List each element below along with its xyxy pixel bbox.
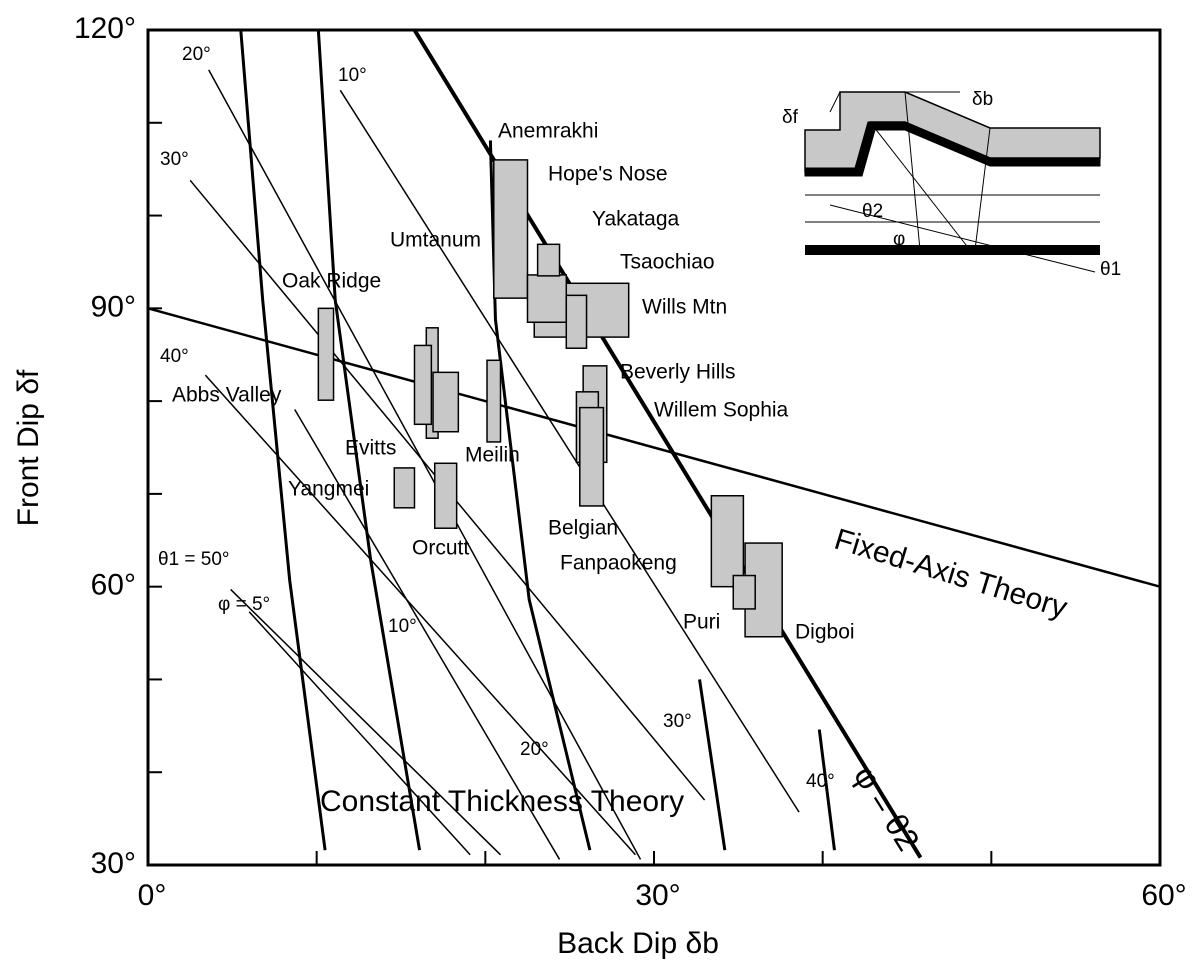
site-label: Evitts [345,437,396,460]
site-label: Tsaochiao [620,251,715,274]
box [413,344,433,426]
site-label: Yangmei [288,478,369,501]
inset-label: θ1 [1100,259,1121,280]
box [486,359,502,443]
y-tick-label: 30° [91,847,136,880]
box [732,574,756,610]
box [526,274,568,323]
y-tick-label: 120° [74,12,136,45]
theta-line [248,611,471,856]
contour-label: 30° [663,711,692,732]
phi-curve [817,729,836,851]
box [317,307,335,401]
phi-curve [239,29,327,851]
site-label: Digboi [795,621,855,644]
box [565,294,588,349]
theory-line [147,307,1161,588]
y-tick-label: 90° [91,290,136,323]
site-label: Hope's Nose [548,163,668,186]
site-label: Beverly Hills [620,361,736,384]
site-label: Fanpaokeng [560,552,677,575]
site-label: Willem Sophia [654,399,789,422]
inset-label: δf [782,107,799,128]
theory-label: φ = θ2 [847,759,927,857]
theta-line [230,588,502,856]
x-tick-label: 30° [635,879,680,912]
contour-label: 40° [160,346,189,367]
theta-line [339,89,800,813]
contour-label: 30° [160,149,189,170]
contour-label: φ = 5° [218,594,270,615]
site-label: Meilin [465,444,520,467]
inset-label: φ [893,229,905,250]
inset-label: δb [972,89,993,110]
theta-line [208,69,642,860]
box [493,159,529,299]
x-tick-label: 60° [1141,879,1186,912]
theory-label: Constant Thickness Theory [320,785,684,818]
y-tick-label: 60° [91,569,136,602]
site-label: Puri [683,611,720,634]
site-label: Yakataga [592,208,679,231]
box [579,406,605,507]
inset-label: θ2 [862,201,883,222]
contour-label: 20° [182,44,211,65]
contour-label: 10° [388,616,417,637]
x-tick-label: 0° [138,879,167,912]
site-label: Wills Mtn [642,296,727,319]
site-label: Oak Ridge [282,270,381,293]
site-label: Abbs Valley [172,384,282,407]
contour-label: 10° [338,65,367,86]
box [432,371,460,433]
theta-line [294,409,561,860]
site-label: Belgian [548,517,618,540]
phi-curve [698,679,727,851]
site-label: Umtanum [390,229,481,252]
theory-label: Fixed-Axis Theory [831,523,1071,625]
box [393,467,416,509]
phi-curve [488,140,592,851]
phi-curve [316,29,422,851]
contour-label: 20° [520,739,549,760]
box [536,243,561,277]
x-axis-title: Back Dip δb [557,927,719,960]
inset [804,91,1101,273]
contour-label: 40° [806,771,835,792]
contour-label: θ1 = 50° [158,549,230,570]
site-label: Orcutt [412,537,469,560]
box [433,462,458,529]
y-axis-title: Front Dip δf [12,369,45,526]
box [710,494,745,588]
site-label: Anemrakhi [498,120,598,143]
